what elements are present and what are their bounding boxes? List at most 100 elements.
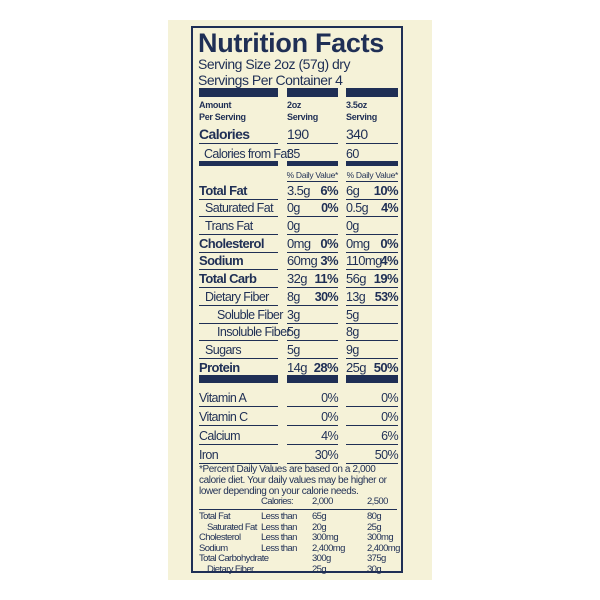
daily-value: 28% [313,359,339,375]
package-panel [168,20,432,580]
nutrient-row: Dietary Fiber 8g 30% 13g 53% [193,288,401,306]
divider-bar [287,375,338,383]
divider-bar [346,375,398,383]
vitamin-label: Vitamin C [199,410,248,424]
nutrient-label: Sugars [205,342,242,357]
amount: 56g [346,271,366,287]
vitamin-label: Vitamin A [199,391,247,405]
footer-cell: 30g [367,563,382,575]
header-bar [287,88,338,97]
daily-value: 0% [321,410,338,424]
daily-value: 6% [320,182,338,198]
footer-table-row: Sodium Less than 2,400mg 2,400mg [199,542,400,555]
col3-header: 3.5oz Serving [346,100,377,122]
footer-cell: 2,400mg [367,542,400,554]
nutrient-label: Total Carb [199,271,257,287]
amount-header: Amount Per Serving [199,100,246,122]
footer-cell: Sodium [199,542,228,554]
amount: 0.5g [346,201,369,216]
footer-cell: 300mg [367,532,394,543]
vitamin-label: Calcium [199,429,241,443]
daily-value: 19% [373,271,399,287]
footer-cell: 2,400mg [312,542,345,554]
serving-size: Serving Size 2oz (57g) dry [198,56,350,72]
daily-value: 0% [380,235,398,251]
daily-value: 4% [321,429,338,443]
footer-header-cell: 2,000 [312,496,333,507]
footer-header-cell: Calories: [261,496,294,507]
header-bar [199,88,278,97]
amount: 3.5g [287,182,311,198]
footer-cell: 25g [312,563,327,575]
nutrient-row: Sugars 5g 9g [193,341,401,359]
nutrient-row: Sodium 60mg 3% 110mg 4% [193,253,401,271]
amount: 6g [346,182,360,198]
footer-table-header: Calories: 2,000 2,500 [199,496,397,510]
nutrient-label: Sodium [199,253,244,269]
amount: 8g [346,325,359,340]
daily-value: 30% [314,289,339,304]
footer-cell: Less than [261,532,297,543]
footer-table-row: Cholesterol Less than 300mg 300mg [199,532,397,544]
daily-value: 6% [381,429,398,443]
vitamin-row: Iron 30% 50% [193,445,401,464]
nutrient-row: Trans Fat 0g 0g [193,217,401,236]
footnote: *Percent Daily Values are based on a 2,0… [199,464,387,497]
nutrient-row: Cholesterol 0mg 0% 0mg 0% [193,235,401,253]
daily-value: 50% [373,359,399,375]
daily-value: 4% [380,253,398,269]
amount: 0mg [346,235,370,251]
footer-cell: Less than [261,542,297,554]
footer-cell: Less than [261,511,297,522]
amount: 5g [287,325,300,340]
vitamin-row: Calcium 4% 6% [193,426,401,445]
daily-value: 0% [321,391,338,405]
amount: 0g [346,219,359,234]
amount: 5g [346,307,359,322]
footer-cell: 300mg [312,532,339,543]
amount: 9g [346,342,359,357]
nutrient-row: Soluble Fiber 3g 5g [193,306,401,324]
footer-cell: Total Carbohydrate [199,553,269,564]
vitamin-row: Vitamin A 0% 0% [193,388,401,407]
label-title: Nutrition Facts [198,28,385,58]
footer-cell: Less than [261,521,297,533]
footer-cell: 80g [367,511,382,522]
footer-cell: Total Fat [199,511,231,522]
footer-header-cell: 2,500 [367,496,388,507]
daily-value: 53% [374,289,399,304]
nutrient-row: Total Carb 32g 11% 56g 19% [193,271,401,289]
footer-table-row: Total Fat Less than 65g 80g [199,511,397,523]
nutrient-label: Protein [199,359,240,375]
divider-bar [199,161,278,166]
nutrient-label: Saturated Fat [205,201,274,216]
amount: 32g [287,271,307,287]
col2-header: 2oz Serving [287,100,318,122]
daily-value: 11% [314,271,338,287]
nutrient-label: Insoluble Fiber [217,325,291,340]
divider-bar [199,375,278,383]
nutrient-label: Dietary Fiber [205,289,269,304]
calories-row: Calories 190 340 [193,124,401,144]
amount: 5g [287,342,300,357]
daily-value: 0% [321,201,338,216]
daily-value: 0% [381,410,398,424]
amount: 8g [287,289,300,304]
vitamin-row: Vitamin C 0% 0% [193,407,401,426]
divider-bar [287,161,338,166]
amount: 13g [346,289,366,304]
nutrient-label: Trans Fat [205,219,253,234]
nutrient-label: Total Fat [199,182,247,198]
footer-table-row: Dietary Fiber 25g 30g [199,563,397,576]
footer-cell: 300g [312,553,331,564]
amount: 25g [346,359,366,375]
daily-value: 4% [381,201,398,216]
nutrient-row: Total Fat 3.5g 6% 6g 10% [193,182,401,200]
divider-bar [346,161,398,166]
daily-value: 10% [373,182,399,198]
footer-cell: 375g [367,553,386,564]
footer-cell: 65g [312,511,327,522]
calories-from-fat-row: Calories from Fat 35 60 [204,147,359,161]
nutrient-label: Soluble Fiber [217,307,283,322]
amount: 0g [287,219,300,234]
